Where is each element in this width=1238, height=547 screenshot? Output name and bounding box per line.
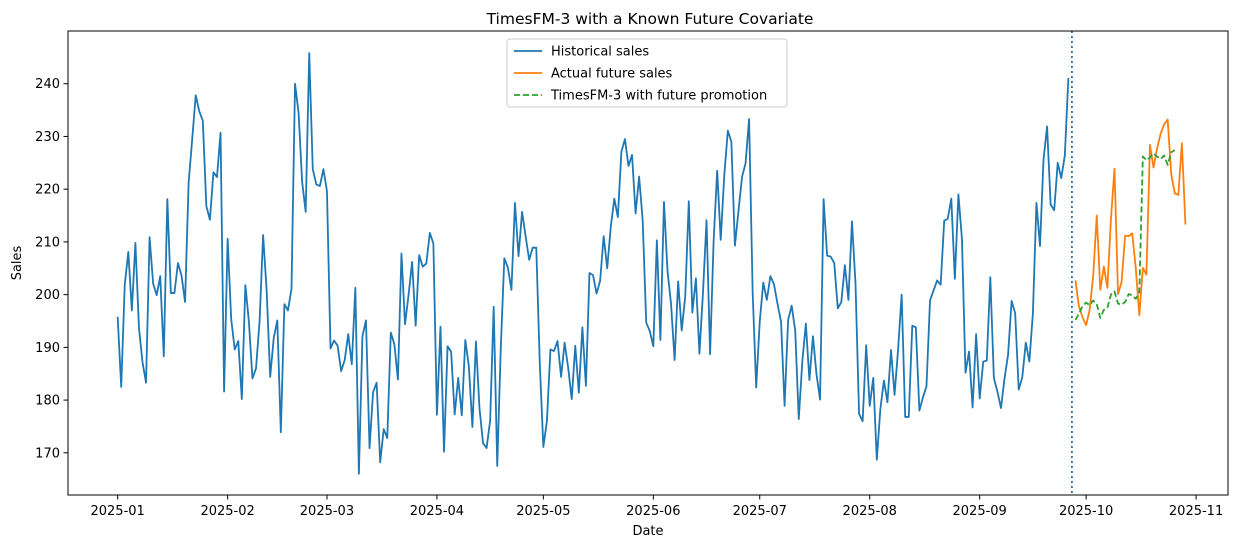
y-tick-label: 240 (35, 77, 60, 92)
x-tick-label: 2025-05 (516, 504, 570, 519)
y-tick-label: 170 (35, 446, 60, 461)
legend-label: Actual future sales (551, 67, 673, 82)
x-tick-label: 2025-01 (90, 504, 144, 519)
y-tick-label: 190 (35, 341, 60, 356)
y-axis: 170 180 190 200 210 220 230 240 (35, 77, 68, 461)
y-tick-label: 180 (35, 394, 60, 409)
x-tick-label: 2025-11 (1169, 504, 1223, 519)
x-axis-label: Date (632, 524, 663, 539)
series-line-3 (1074, 149, 1176, 321)
y-tick-label: 220 (35, 183, 60, 198)
y-axis-label: Sales (10, 245, 25, 280)
chart-title: TimesFM-3 with a Known Future Covariate (486, 10, 814, 28)
x-tick-label: 2025-03 (300, 504, 354, 519)
x-tick-label: 2025-04 (410, 504, 464, 519)
x-tick-label: 2025-06 (626, 504, 680, 519)
x-tick-label: 2025-07 (733, 504, 787, 519)
series-line-1 (116, 52, 1070, 475)
x-tick-label: 2025-08 (843, 504, 897, 519)
series-layer (116, 52, 1187, 475)
y-tick-label: 210 (35, 235, 60, 250)
y-tick-label: 200 (35, 288, 60, 303)
plot-frame (67, 30, 1229, 496)
legend-box (506, 38, 788, 108)
legend-label: TimesFM-3 with future promotion (550, 89, 767, 104)
x-tick-label: 2025-10 (1059, 504, 1113, 519)
legend-label: Historical sales (551, 45, 649, 60)
x-axis: 2025-01 2025-02 2025-03 2025-04 2025-05 2025-… (90, 495, 1223, 519)
series-line-2 (1074, 118, 1187, 327)
legend: Historical sales Actual future sales Times… (506, 38, 788, 108)
y-tick-label: 230 (35, 130, 60, 145)
x-tick-label: 2025-09 (953, 504, 1007, 519)
x-tick-label: 2025-02 (200, 504, 254, 519)
